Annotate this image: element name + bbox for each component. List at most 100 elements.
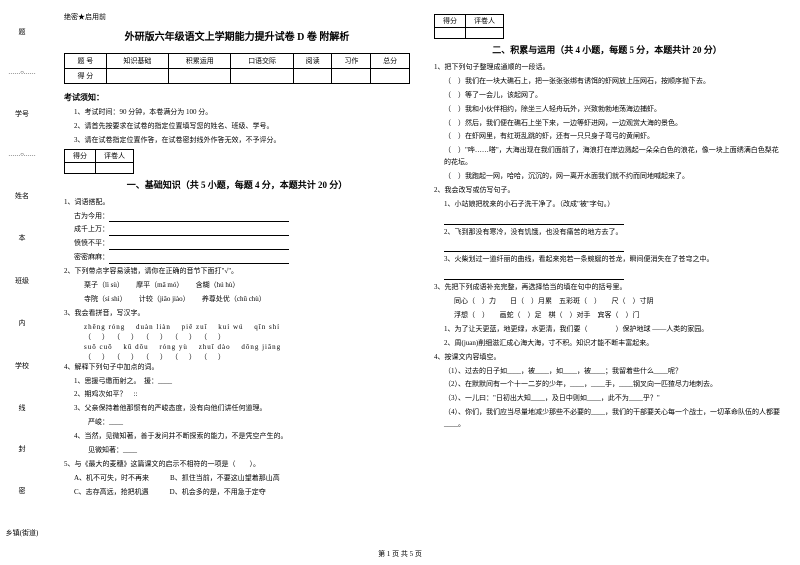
s2q1-2: （ ）我和小伙伴相约，除坐三人轻舟玩外，兴致勃勃地荡海边捕虾。 [434,104,780,116]
q1-b0 [109,214,289,222]
score-box-1: 得分评卷人 [64,149,134,174]
s2q3-s0: 1、为了让天更蓝，地更绿，水更清，我们要（ ）保护地球 ——人类的家园。 [434,324,780,336]
right-column: 得分评卷人 二、积累与运用（共 4 小题，每题 5 分，本题共计 20 分） 1… [422,12,792,557]
score-value-row: 得 分 [65,69,410,84]
score-box-2: 得分评卷人 [434,14,504,39]
score-h-5: 习作 [332,54,371,69]
sb1-c [65,162,96,173]
q3-p1-4: qīn shí [254,323,280,331]
q4-stem: 4、解释下列句子中加点的词。 [64,362,410,374]
s2q1-3: （ ）然后，我们便在礁石上坐下来，一边等虾进网，一边观赏大海的景色。 [434,118,780,130]
score-h-4: 阅读 [293,54,332,69]
q3-p2-3: zhuī dào [199,343,231,351]
s2q2-b2 [434,268,780,280]
sb1-d [96,162,134,173]
score-h-0: 题 号 [65,54,107,69]
q2-r0-2: 含糊（hú hù） [196,281,240,289]
margin-vert-nei: 内 [19,319,26,327]
margin-vert-feng: 封 [19,445,26,453]
margin-label-banji: 班级 [15,276,29,286]
s2q4-0: （1）、过去的日子如____，被____，如____，被____；我留着些什么_… [434,366,780,378]
section1-title: 一、基础知识（共 5 小题，每题 4 分，本题共计 20 分） [64,178,410,191]
s2q4-3: （4）、你们，我们应当尽量地减少那些不必要的____，我们的干部要关心每一个战士… [434,407,780,431]
margin-vert-xian: 线 [19,404,26,412]
q4-i3: 严峻：____ [64,417,410,429]
left-column: 绝密★启用前 外研版六年级语文上学期能力提升试卷 D 卷 附解析 题 号 知识基… [52,12,422,557]
score-h-6: 总分 [371,54,410,69]
sb2-a: 得分 [435,15,466,28]
score-cell-2 [169,69,231,84]
score-cell-6 [371,69,410,84]
score-cell-4 [293,69,332,84]
q2-stem: 2、下列带点字容易读错，请你在正确的音节下面打"√"。 [64,266,410,278]
s2q2-blank1 [444,244,624,252]
q1-stem: 1、词语搭配。 [64,197,410,209]
s2q2-stem: 2、我会改写或仿写句子。 [434,185,780,197]
s2q1-stem: 1、把下列句子整理成通顺的一段话。 [434,62,780,74]
notice-1: 1、考试时间：90 分钟，本卷满分为 100 分。 [64,107,410,119]
score-table: 题 号 知识基础 积累运用 口语交际 阅读 习作 总分 得 分 [64,53,410,84]
s2q1-4: （ ）在虾网里，有红斑乱跳的虾，还有一只只身子弯弓的黄闸虾。 [434,131,780,143]
binding-margin: 题 ……○…… 学号 ……○…… 姓名 本 班级 内 学校 线 封 密 乡镇(街… [0,0,44,565]
q4-i5: 见微知著：____ [64,445,410,457]
q1-i0: 古为今用： [64,211,410,223]
s2q1-5: （ ）"哗……嗒"，大海出现在我们面前了，海浪打在岸边溅起一朵朵白色的浪花，像一… [434,145,780,169]
margin-dots-1: ……○…… [8,70,36,76]
q1-l1: 成千上万： [74,225,109,233]
s2q2-0: 1、小站娘把枕来的小石子洗干净了。（改成"被"字句。） [434,199,780,211]
margin-label-xuexiao: 学校 [15,361,29,371]
s2q3-stem: 3、先把下列成语补充完整，再选择恰当的填在句中的括号里。 [434,282,780,294]
q1-l3: 密密麻麻： [74,253,109,261]
exam-title: 外研版六年级语文上学期能力提升试卷 D 卷 附解析 [64,28,410,43]
margin-dots-2: ……○…… [8,152,36,158]
s2q2-b1 [434,241,780,253]
score-h-1: 知识基础 [106,54,168,69]
q3-p1-1: duàn liàn [136,323,171,331]
score-row-label: 得 分 [65,69,107,84]
q2-r0-1: 摩平（mā mó） [136,281,180,289]
margin-label-xiangzhen: 乡镇(街道) [6,528,39,538]
s2q3-r0: 同心（ ）力 日（ ）月累 五彩斑（ ） 尺（ ）寸阴 [434,296,780,308]
q2-r1: 寺院（sì shì） 计较（jiǎo jiào） 养尊处优（chǔ chù） [64,294,410,306]
q2-r0-0: 栗子（lì sù） [84,281,120,289]
sb1-b: 评卷人 [96,149,134,162]
q4-i1: 2、期鸡次如平？ :: [64,389,410,401]
secret-label: 绝密★启用前 [64,12,410,22]
q1-l2: 愤愤不平： [74,239,109,247]
q1-b3 [109,256,289,264]
notice-3: 3、请在试卷指定位置作答，在试卷密封线外作答无效，不予评分。 [64,135,410,147]
s2q1-0: （ ）我们在一块大礁石上，把一张张张绑有诱饵的虾网放上压网石，按顺序抛下去。 [434,76,780,88]
q3-boxes2: （ ） （ ） （ ） （ ） （ ） [64,352,410,362]
q5-stem: 5、与《最大的麦穗》这篇课文的启示不相符的一项是（ ）。 [64,459,410,471]
s2q3-r1: 浮想（ ） 画蛇（ ）足 棋（ ）对手 宾客（ ）门 [434,310,780,322]
q5-o1: C、志存高远，抢把机遇 D、机会多的是，不用急于定夺 [64,487,410,499]
s2q1-6: （ ）我跑起一网，哈哈，沉沉的，网一离开水面我们就不约而同地喊起来了。 [434,171,780,183]
s2q4-stem: 4、按课文内容填空。 [434,352,780,364]
q3-p1: zhēng róng duàn liàn piě zuǐ kuí wú qīn … [64,322,410,332]
q3-stem: 3、我会看拼音，写汉字。 [64,308,410,320]
q1-i1: 成千上万： [64,224,410,236]
q1-i2: 愤愤不平： [64,238,410,250]
q2-r1-0: 寺院（sì shì） [84,295,123,303]
q3-p1-0: zhēng róng [84,323,125,331]
score-header-row: 题 号 知识基础 积累运用 口语交际 阅读 习作 总分 [65,54,410,69]
q1-b2 [109,242,289,250]
s2q2-blank2 [444,272,624,280]
s2q2-b0 [434,213,780,225]
q4-i4: 4、当然，见微知著，善于发问并不断探索的能力，不是凭空产生的。 [64,431,410,443]
q2-r1-1: 计较（jiǎo jiào） [139,295,186,303]
section2-title: 二、积累与运用（共 4 小题，每题 5 分，本题共计 20 分） [434,43,780,56]
score-h-2: 积累运用 [169,54,231,69]
sb2-b: 评卷人 [466,15,504,28]
margin-label-ti: 题 [19,27,26,37]
q2-r0: 栗子（lì sù） 摩平（mā mó） 含糊（hú hù） [64,280,410,292]
page-content: 绝密★启用前 外研版六年级语文上学期能力提升试卷 D 卷 附解析 题 号 知识基… [44,0,800,565]
page-footer: 第 1 页 共 5 页 [0,549,800,559]
sb2-c [435,28,466,39]
q3-p2-4: dōng jiāng [241,343,281,351]
s2q4-1: （2）、在默默间有一个十一二岁的少年，____，____手，____钢叉向一匹猹… [434,379,780,391]
score-cell-5 [332,69,371,84]
q4-i0: 1、思援弓缴而射之。 援：____ [64,376,410,388]
q3-boxes1: （ ） （ ） （ ） （ ） （ ） [64,332,410,342]
notice-2: 2、请首先按要求在试卷的指定位置填写您的姓名、班级、学号。 [64,121,410,133]
